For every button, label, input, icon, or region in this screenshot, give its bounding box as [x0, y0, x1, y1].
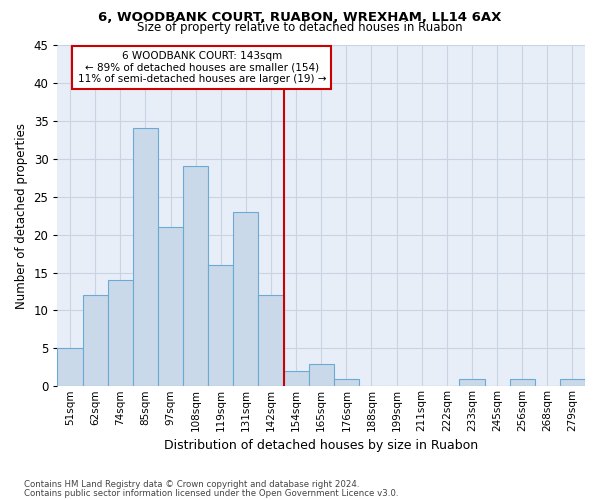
Bar: [460, 378, 485, 386]
Bar: [108, 280, 133, 386]
Text: Contains HM Land Registry data © Crown copyright and database right 2024.: Contains HM Land Registry data © Crown c…: [24, 480, 359, 489]
Bar: [133, 128, 158, 386]
Bar: [233, 212, 259, 386]
Y-axis label: Number of detached properties: Number of detached properties: [15, 122, 28, 308]
Bar: [158, 227, 183, 386]
Bar: [83, 296, 108, 386]
Bar: [308, 364, 334, 386]
Text: Size of property relative to detached houses in Ruabon: Size of property relative to detached ho…: [137, 22, 463, 35]
Text: Contains public sector information licensed under the Open Government Licence v3: Contains public sector information licen…: [24, 488, 398, 498]
Bar: [284, 371, 308, 386]
Bar: [259, 296, 284, 386]
Bar: [560, 378, 585, 386]
Text: 6 WOODBANK COURT: 143sqm
← 89% of detached houses are smaller (154)
11% of semi-: 6 WOODBANK COURT: 143sqm ← 89% of detach…: [77, 51, 326, 84]
Bar: [183, 166, 208, 386]
Bar: [509, 378, 535, 386]
X-axis label: Distribution of detached houses by size in Ruabon: Distribution of detached houses by size …: [164, 440, 478, 452]
Bar: [334, 378, 359, 386]
Text: 6, WOODBANK COURT, RUABON, WREXHAM, LL14 6AX: 6, WOODBANK COURT, RUABON, WREXHAM, LL14…: [98, 11, 502, 24]
Bar: [208, 265, 233, 386]
Bar: [58, 348, 83, 387]
